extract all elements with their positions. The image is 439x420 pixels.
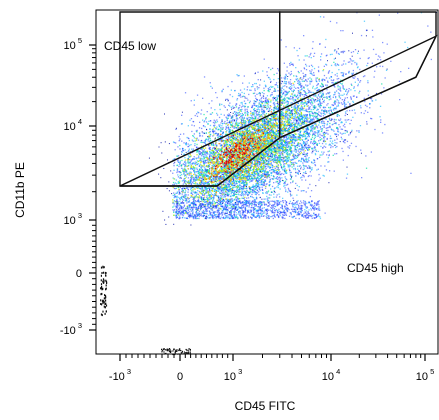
y-tick-label: 10 5 (63, 36, 82, 52)
x-tick-label: 10 3 (224, 367, 243, 383)
y-tick-label: -10 3 (60, 321, 82, 337)
gates (119, 11, 438, 187)
y-tick-label: 10 3 (63, 211, 82, 227)
x-axis-title: CD45 FITC (235, 399, 296, 413)
x-tick-label: 0 (177, 371, 183, 383)
x-tick-label: -10 3 (109, 367, 131, 383)
event-dots (100, 12, 437, 356)
y-tick-label: 10 4 (63, 117, 82, 133)
gate-label-cd45-low: CD45 low (104, 39, 156, 53)
y-tick-label: 0 (76, 268, 82, 280)
plot-frame (95, 9, 439, 355)
y-axis-title: CD11b PE (13, 162, 27, 218)
gate-polygon-cd45-high (119, 34, 438, 187)
x-tick-label: 10 4 (322, 367, 341, 383)
gate-label-cd45-high: CD45 high (347, 261, 404, 275)
density-cloud (172, 12, 432, 220)
x-axis: -10 3 0 10 3 10 4 10 5 (109, 354, 434, 383)
y-axis: 10 5 10 4 10 3 0 -10 3 (60, 36, 96, 337)
x-tick-label: 10 5 (416, 367, 435, 383)
